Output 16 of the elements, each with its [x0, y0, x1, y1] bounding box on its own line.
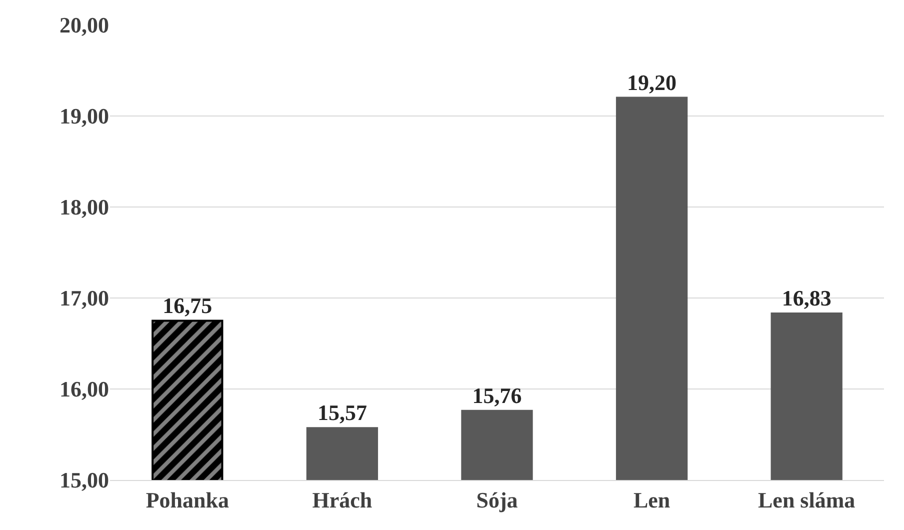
- data-label: 16,75: [162, 292, 212, 318]
- data-label: 19,20: [627, 70, 677, 95]
- y-tick-label: 18,00: [60, 194, 109, 220]
- y-tick-label: 19,00: [60, 104, 109, 129]
- x-tick-label: Sója: [476, 487, 518, 512]
- x-tick-label: Len sláma: [758, 487, 856, 512]
- x-tick-label: Len: [633, 487, 670, 512]
- y-tick-label: 20,00: [60, 12, 109, 38]
- data-label: 15,57: [317, 400, 367, 426]
- y-tick-label: 15,00: [60, 468, 109, 493]
- x-tick-label: Pohanka: [146, 487, 229, 512]
- x-tick-label: Hrách: [312, 487, 372, 512]
- y-tick-label: 16,00: [60, 376, 109, 402]
- data-label: 15,76: [472, 382, 522, 408]
- y-tick-label: 17,00: [60, 286, 109, 311]
- data-label: 16,83: [782, 285, 832, 310]
